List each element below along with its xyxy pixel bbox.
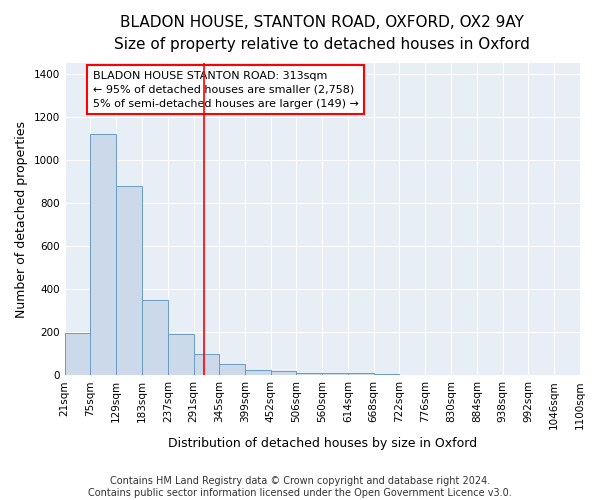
Bar: [271, 371, 296, 375]
Bar: [322, 373, 348, 375]
Y-axis label: Number of detached properties: Number of detached properties: [15, 120, 28, 318]
Bar: [91, 134, 116, 375]
Bar: [168, 334, 194, 375]
Bar: [374, 374, 400, 375]
Bar: [65, 333, 91, 375]
Text: Contains HM Land Registry data © Crown copyright and database right 2024.
Contai: Contains HM Land Registry data © Crown c…: [88, 476, 512, 498]
Bar: [296, 372, 322, 375]
Bar: [116, 186, 142, 375]
Text: BLADON HOUSE STANTON ROAD: 313sqm
← 95% of detached houses are smaller (2,758)
5: BLADON HOUSE STANTON ROAD: 313sqm ← 95% …: [93, 70, 359, 108]
Bar: [194, 354, 220, 375]
Title: BLADON HOUSE, STANTON ROAD, OXFORD, OX2 9AY
Size of property relative to detache: BLADON HOUSE, STANTON ROAD, OXFORD, OX2 …: [115, 15, 530, 52]
Bar: [348, 373, 374, 375]
Bar: [220, 364, 245, 375]
X-axis label: Distribution of detached houses by size in Oxford: Distribution of detached houses by size …: [168, 437, 477, 450]
Bar: [245, 370, 271, 375]
Bar: [142, 300, 168, 375]
